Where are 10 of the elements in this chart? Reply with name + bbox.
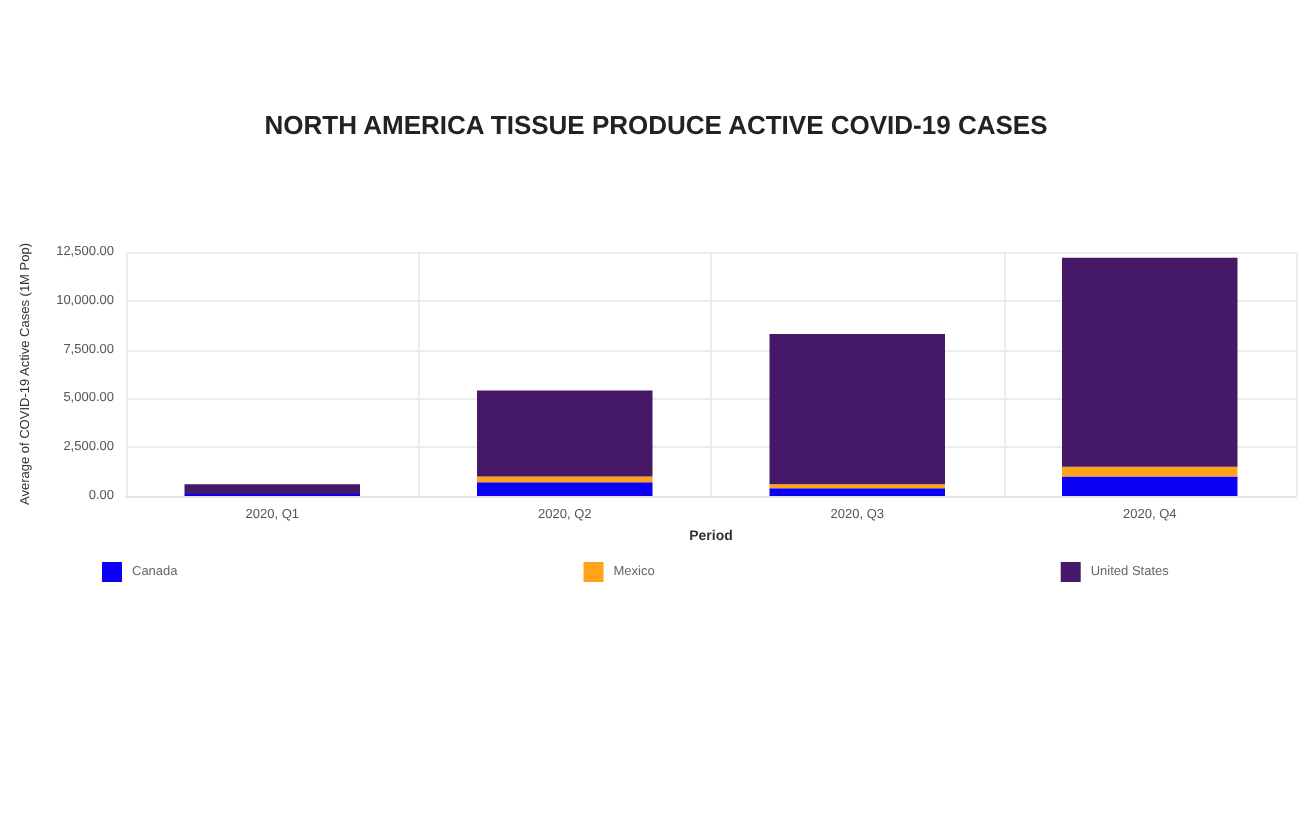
bar (769, 488, 945, 496)
bar (1062, 257, 1238, 467)
bar (184, 484, 360, 495)
bar (1062, 466, 1238, 477)
chart-title: NORTH AMERICA TISSUE PRODUCE ACTIVE COVID-19 CASES (264, 110, 1049, 140)
bar (1062, 476, 1238, 496)
bar (477, 476, 653, 483)
bar (769, 333, 945, 485)
bar (477, 482, 653, 496)
bar (477, 390, 653, 477)
